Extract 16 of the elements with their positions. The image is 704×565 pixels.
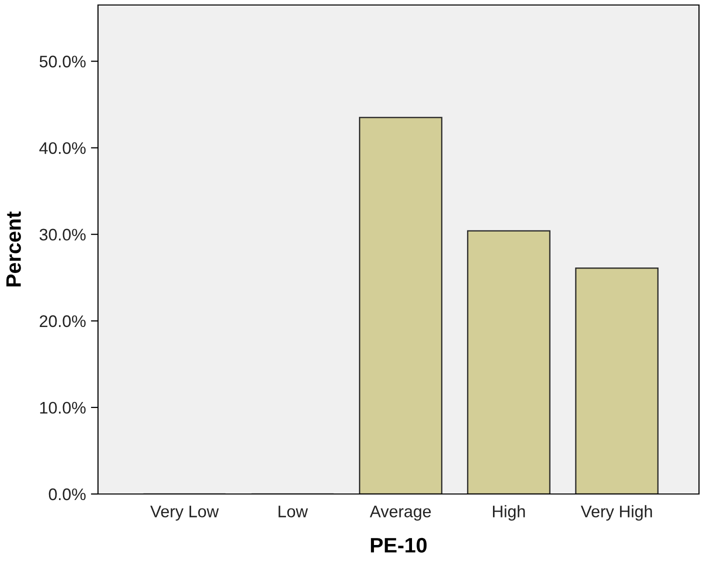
y-tick-label: 20.0%	[40, 315, 86, 328]
x-tick-label: Very High	[580, 505, 652, 521]
bar	[467, 230, 550, 494]
y-tick-label: 40.0%	[39, 142, 86, 154]
x-tick-label: Low	[278, 506, 308, 518]
y-tick-label: 30.0%	[40, 228, 86, 241]
x-axis-title: PE-10	[370, 538, 427, 553]
bar	[575, 267, 659, 494]
y-tick-label: 50.0%	[40, 56, 86, 68]
x-tick-label: High	[492, 505, 525, 521]
x-tick-label: Very Low	[150, 506, 219, 521]
x-tick-label: Average	[370, 506, 431, 521]
y-tick-label: 0.0%	[48, 488, 86, 500]
y-axis-title: Percent	[6, 212, 21, 286]
y-tick-label: 10.0%	[40, 402, 86, 414]
bar	[358, 116, 442, 494]
